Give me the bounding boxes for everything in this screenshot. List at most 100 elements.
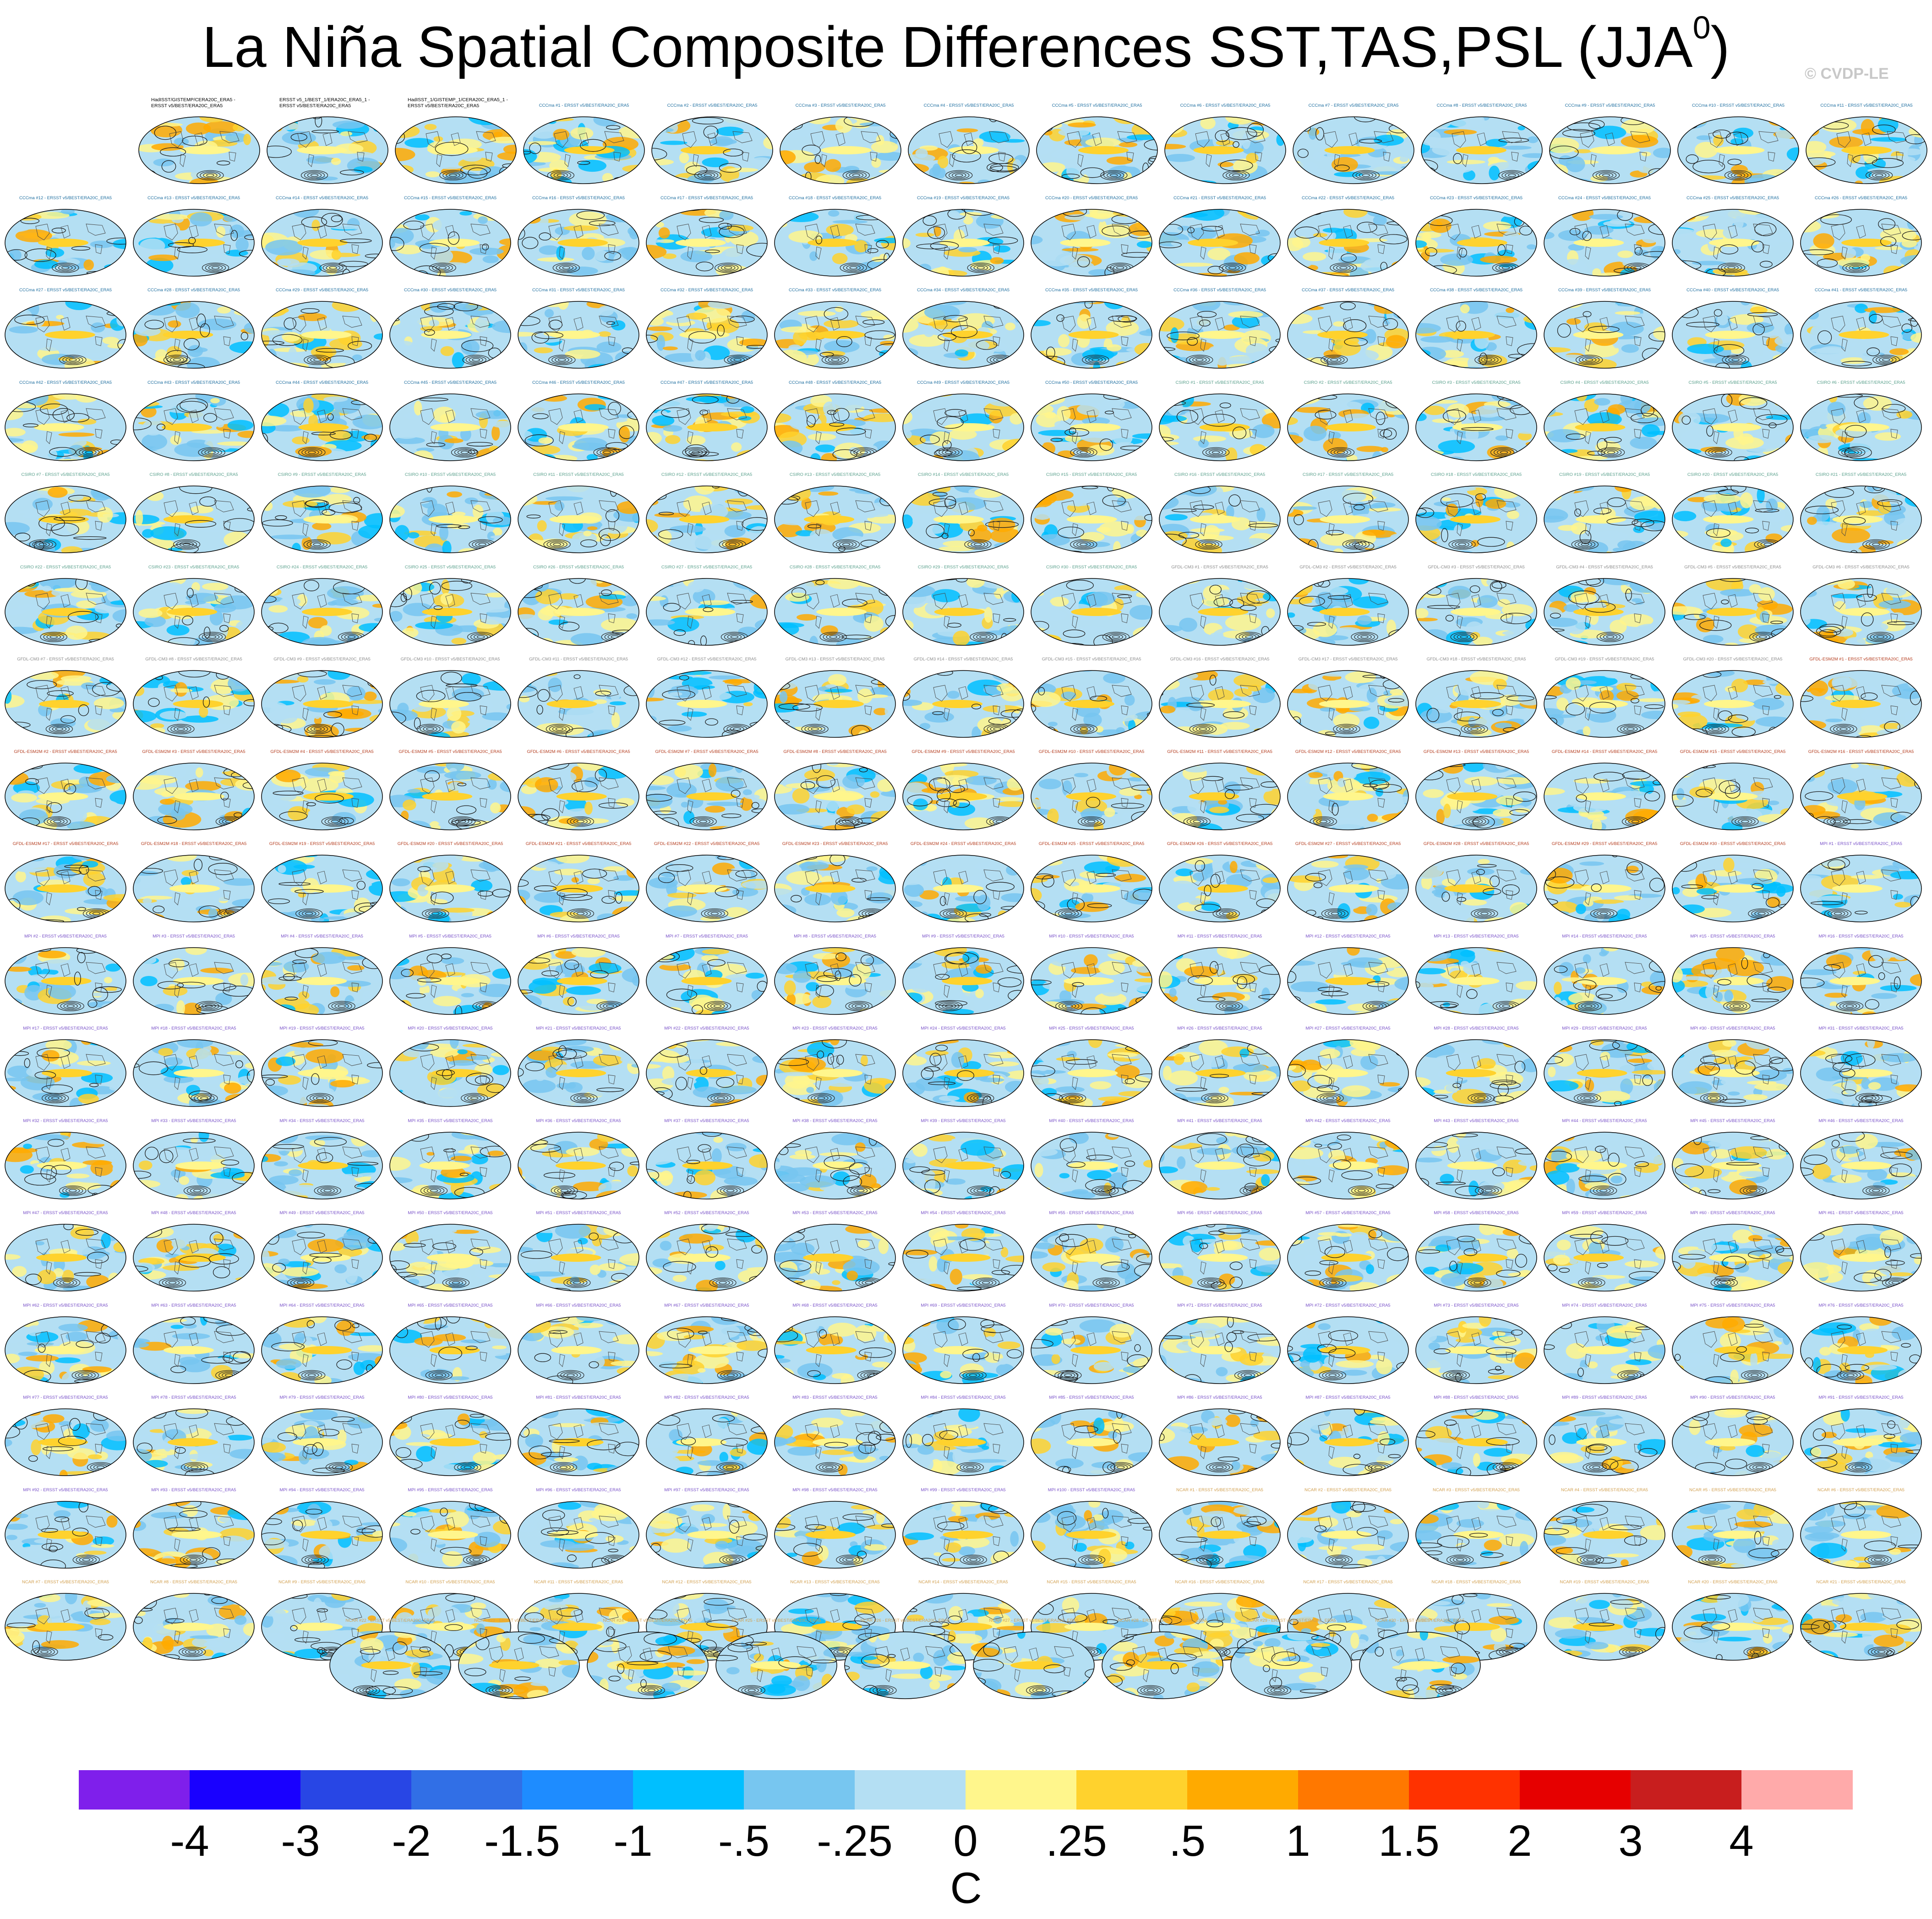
anomaly-map (1359, 1631, 1481, 1699)
anomaly-map (1415, 1408, 1537, 1476)
panel-label: GFDL-ESM2M #24 - ERSST v5/BEST/ERA20C_ER… (910, 841, 1016, 846)
panel-label: CCCma #45 - ERSST v5/BEST/ERA20C_ERA5 (404, 380, 497, 385)
anomaly-map (1549, 116, 1671, 184)
anomaly-map (518, 855, 639, 922)
anomaly-map (1415, 670, 1537, 738)
map-panel: GFDL-CM3 #9 - ERSST v5/BEST/ERA20C_ERA5 (260, 656, 384, 739)
anomaly-map (1159, 762, 1281, 830)
panel-label: GFDL-CM3 #16 - ERSST v5/BEST/ERA20C_ERA5 (1170, 657, 1270, 662)
anomaly-map (1031, 393, 1152, 461)
map-panel: CSIRO #1 - ERSST v5/BEST/ERA20C_ERA5 (1158, 380, 1282, 462)
map-panel: CCCma #9 - ERSST v5/BEST/ERA20C_ERA5 (1548, 103, 1672, 185)
anomaly-map (1031, 578, 1152, 646)
panel-label: CCCma #22 - ERSST v5/BEST/ERA20C_ERA5 (1301, 195, 1395, 201)
map-panel: NCAR #21 - ERSST v5/BEST/ERA20C_ERA5 (1799, 1579, 1923, 1662)
map-panel: CCCma #7 - ERSST v5/BEST/ERA20C_ERA5 (1292, 103, 1415, 185)
map-panel: MPI #90 - ERSST v5/BEST/ERA20C_ERA5 (1671, 1395, 1795, 1477)
panel-label: GFDL-CM3 #18 - ERSST v5/BEST/ERA20C_ERA5 (1426, 657, 1526, 662)
map-panel: MPI #88 - ERSST v5/BEST/ERA20C_ERA5 (1414, 1395, 1538, 1477)
anomaly-map (1415, 485, 1537, 553)
anomaly-map (1415, 208, 1537, 277)
panel-label: GFDL-ESM2M #30 - ERSST v5/BEST/ERA20C_ER… (1680, 841, 1786, 846)
map-panel: MPI #80 - ERSST v5/BEST/ERA20C_ERA5 (388, 1395, 512, 1477)
map-panel: CCCma #26 - ERSST v5/BEST/ERA20C_ERA5 (1799, 195, 1923, 278)
panel-label: GFDL-CM3 #12 - ERSST v5/BEST/ERA20C_ERA5 (657, 657, 757, 662)
anomaly-map (774, 1316, 896, 1384)
anomaly-map (1287, 208, 1409, 277)
anomaly-map (774, 1224, 896, 1292)
map-panel: CCCma #49 - ERSST v5/BEST/ERA20C_ERA5 (901, 380, 1025, 462)
panel-label: GFDL-CM3 #19 - ERSST v5/BEST/ERA20C_ERA5 (1555, 657, 1654, 662)
panel-label: CCCma #25 - ERSST v5/BEST/ERA20C_ERA5 (1686, 195, 1779, 201)
map-panel: CCCma #2 - ERSST v5/BEST/ERA20C_ERA5 (650, 103, 774, 185)
map-panel: MPI #95 - ERSST v5/BEST/ERA20C_ERA5 (388, 1487, 512, 1570)
anomaly-map (1287, 1039, 1409, 1107)
panel-label: GFDL-ESM2M #6 - ERSST v5/BEST/ERA20C_ERA… (527, 749, 630, 754)
map-panel: CSIRO #16 - ERSST v5/BEST/ERA20C_ERA5 (1158, 472, 1282, 554)
panel-label: MPI #97 - ERSST v5/BEST/ERA20C_ERA5 (664, 1487, 749, 1493)
map-panel: GFDL-ESM2M #16 - ERSST v5/BEST/ERA20C_ER… (1799, 749, 1923, 831)
panel-label: MPI #9 - ERSST v5/BEST/ERA20C_ERA5 (922, 933, 1004, 939)
panel-label: GFDL-ESM2M #7 - ERSST v5/BEST/ERA20C_ERA… (655, 749, 759, 754)
map-panel: CCCma #15 - ERSST v5/BEST/ERA20C_ERA5 (388, 195, 512, 278)
anomaly-map (5, 393, 126, 461)
map-panel: GFDL-ESM2M #12 - ERSST v5/BEST/ERA20C_ER… (1286, 749, 1410, 831)
panel-label: GFDL-ESM2M #20 - ERSST v5/BEST/ERA20C_ER… (397, 841, 503, 846)
map-panel: HadISST/GISTEMP/CERA20C_ERA5 - ERSST v5/… (137, 97, 261, 185)
panel-label: GFDL-ESM2M #26 - ERSST v5/BEST/ERA20C_ER… (1167, 841, 1273, 846)
map-panel: MPI #36 - ERSST v5/BEST/ERA20C_ERA5 (517, 1118, 640, 1200)
panel-label: CSIRO #28 - ERSST v5/BEST/ERA20C_ERA5 (789, 564, 881, 570)
panel-label: MPI #55 - ERSST v5/BEST/ERA20C_ERA5 (1049, 1210, 1134, 1216)
anomaly-map (1800, 1408, 1922, 1476)
colorbar-tick-label: -1 (613, 1816, 653, 1865)
panel-label: HadISST_1/GISTEMP_1/CERA20C_ERA5_1 - ERS… (408, 97, 508, 109)
anomaly-map (1031, 1500, 1152, 1569)
anomaly-map (518, 393, 639, 461)
anomaly-map (902, 208, 1024, 277)
panel-label: MPI #37 - ERSST v5/BEST/ERA20C_ERA5 (664, 1118, 749, 1123)
map-panel: GFDL-ESM2M #18 - ERSST v5/BEST/ERA20C_ER… (132, 841, 256, 923)
map-panel: CSIRO #23 - ERSST v5/BEST/ERA20C_ERA5 (132, 564, 256, 647)
map-panel: GFDL-CM3 #2 - ERSST v5/BEST/ERA20C_ERA5 (1286, 564, 1410, 647)
map-panel: CCCma #36 - ERSST v5/BEST/ERA20C_ERA5 (1158, 287, 1282, 370)
map-panel: NCAR #30 - ERSST v5/BEST/ERA20C_ERA5 (1358, 1618, 1482, 1700)
map-panel: CCCma #18 - ERSST v5/BEST/ERA20C_ERA5 (773, 195, 897, 278)
panel-label: MPI #5 - ERSST v5/BEST/ERA20C_ERA5 (409, 933, 491, 939)
anomaly-map (1287, 855, 1409, 922)
anomaly-map (1672, 1408, 1794, 1476)
anomaly-map (5, 670, 126, 738)
anomaly-map (518, 1316, 639, 1384)
map-panel: MPI #52 - ERSST v5/BEST/ERA20C_ERA5 (645, 1210, 769, 1292)
anomaly-map (1159, 670, 1281, 738)
panel-label: MPI #33 - ERSST v5/BEST/ERA20C_ERA5 (151, 1118, 236, 1123)
panel-label: NCAR #21 - ERSST v5/BEST/ERA20C_ERA5 (1816, 1580, 1906, 1585)
anomaly-map (1159, 1224, 1281, 1292)
map-panel: ERSST v5_1/BEST_1/ERA20C_ERA5_1 - ERSST … (266, 97, 389, 185)
anomaly-map (518, 762, 639, 830)
anomaly-map (646, 855, 768, 922)
anomaly-map (261, 208, 383, 277)
map-panel: CSIRO #19 - ERSST v5/BEST/ERA20C_ERA5 (1543, 472, 1666, 554)
map-panel: CCCma #33 - ERSST v5/BEST/ERA20C_ERA5 (773, 287, 897, 370)
panel-label: MPI #34 - ERSST v5/BEST/ERA20C_ERA5 (279, 1118, 365, 1123)
anomaly-map (1415, 1224, 1537, 1292)
panel-label: GFDL-CM3 #3 - ERSST v5/BEST/ERA20C_ERA5 (1428, 564, 1525, 570)
map-panel: CCCma #39 - ERSST v5/BEST/ERA20C_ERA5 (1543, 287, 1666, 370)
panel-label: GFDL-CM3 #13 - ERSST v5/BEST/ERA20C_ERA5 (785, 657, 885, 662)
panel-label: GFDL-ESM2M #19 - ERSST v5/BEST/ERA20C_ER… (269, 841, 375, 846)
map-panel: GFDL-ESM2M #5 - ERSST v5/BEST/ERA20C_ERA… (388, 749, 512, 831)
panel-label: MPI #74 - ERSST v5/BEST/ERA20C_ERA5 (1562, 1303, 1647, 1308)
panel-label: CCCma #21 - ERSST v5/BEST/ERA20C_ERA5 (1173, 195, 1266, 201)
map-panel: GFDL-CM3 #10 - ERSST v5/BEST/ERA20C_ERA5 (388, 656, 512, 739)
map-panel: MPI #21 - ERSST v5/BEST/ERA20C_ERA5 (517, 1025, 640, 1108)
anomaly-map (646, 1316, 768, 1384)
anomaly-map (646, 1500, 768, 1569)
panel-label: MPI #32 - ERSST v5/BEST/ERA20C_ERA5 (23, 1118, 108, 1123)
map-panel: GFDL-ESM2M #1 - ERSST v5/BEST/ERA20C_ERA… (1799, 656, 1923, 739)
panel-label: MPI #80 - ERSST v5/BEST/ERA20C_ERA5 (408, 1395, 493, 1400)
panel-label: MPI #39 - ERSST v5/BEST/ERA20C_ERA5 (921, 1118, 1006, 1123)
panel-label: MPI #69 - ERSST v5/BEST/ERA20C_ERA5 (921, 1303, 1006, 1308)
anomaly-map (138, 116, 260, 184)
anomaly-map (518, 1039, 639, 1107)
map-panel: CCCma #11 - ERSST v5/BEST/ERA20C_ERA5 (1805, 103, 1928, 185)
